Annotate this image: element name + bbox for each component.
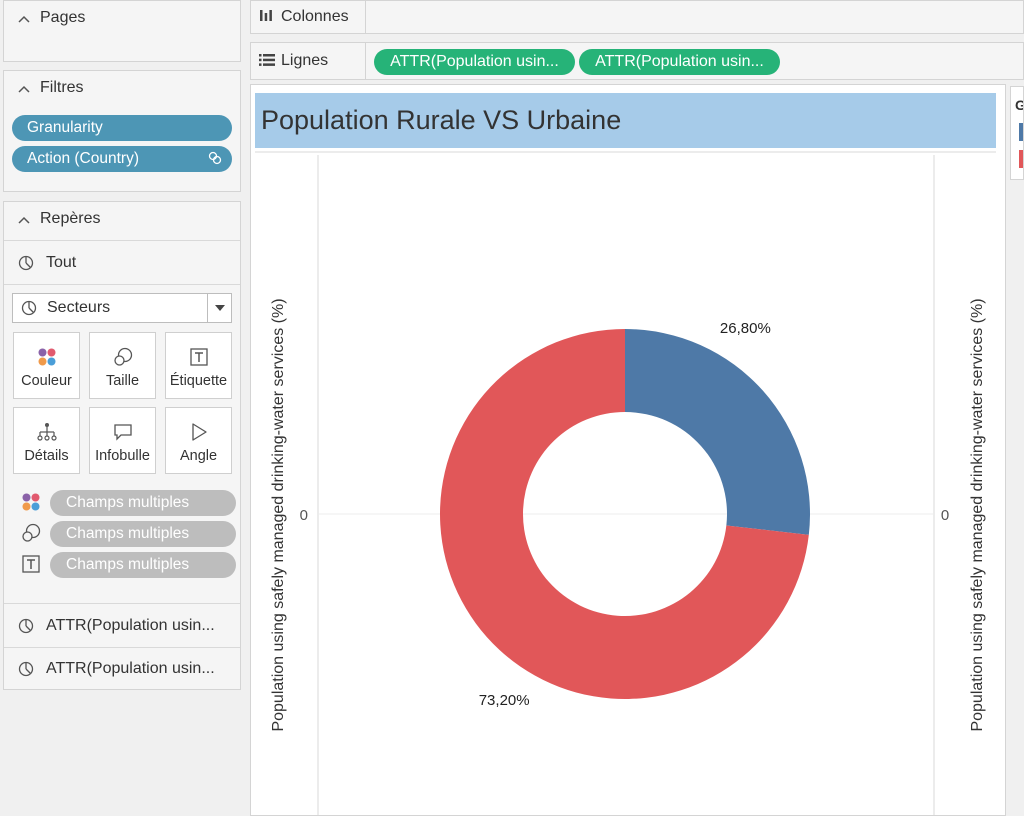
- color-dots-icon: [37, 346, 57, 368]
- color-dots-icon: [20, 491, 42, 513]
- legend-swatch-blue[interactable]: [1019, 123, 1023, 141]
- link-icon: [208, 151, 222, 168]
- label-text-icon: [189, 346, 208, 368]
- pie-icon: [18, 661, 46, 677]
- right-axis-zero: 0: [941, 507, 949, 524]
- row-pill[interactable]: ATTR(Population usin...: [374, 49, 575, 75]
- rows-label: Lignes: [281, 52, 329, 69]
- row-pill-label: ATTR(Population usin...: [595, 53, 764, 70]
- columns-shelf[interactable]: Colonnes: [250, 0, 1024, 34]
- size-button[interactable]: Taille: [89, 332, 156, 399]
- measure-row[interactable]: ATTR(Population usin...: [4, 647, 240, 690]
- color-button[interactable]: Couleur: [13, 332, 80, 399]
- tooltip-button-label: Infobulle: [95, 448, 150, 464]
- slice-label: 73,20%: [479, 692, 530, 709]
- viz-title: Population Rurale VS Urbaine: [261, 105, 622, 135]
- detail-button-label: Détails: [24, 448, 69, 464]
- columns-shelf-label: Colonnes: [251, 1, 366, 33]
- size-circles-icon: [20, 522, 42, 544]
- pie-icon: [18, 255, 46, 271]
- label-field-label: Champs multiples: [66, 556, 190, 573]
- legend-swatch-red[interactable]: [1019, 150, 1023, 168]
- mark-type-dropdown[interactable]: Secteurs: [12, 293, 232, 323]
- pages-card: Pages: [3, 0, 241, 62]
- pie-icon: [21, 300, 47, 316]
- columns-icon: [259, 8, 281, 26]
- color-field-label: Champs multiples: [66, 494, 190, 511]
- size-circles-icon: [113, 346, 133, 368]
- size-field-pill[interactable]: Champs multiples: [50, 521, 236, 547]
- filter-pill-granularity[interactable]: Granularity: [12, 115, 232, 141]
- chevron-up-icon[interactable]: [18, 212, 34, 227]
- left-axis-zero: 0: [300, 507, 308, 524]
- chevron-up-icon[interactable]: [18, 81, 34, 96]
- filters-card: Filtres Granularity Action (Country): [3, 70, 241, 192]
- filter-pill-label: Action (Country): [27, 150, 139, 167]
- detail-tree-icon: [36, 421, 57, 443]
- pie-icon: [18, 618, 46, 634]
- size-field-label: Champs multiples: [66, 525, 190, 542]
- pages-header[interactable]: Pages: [4, 1, 240, 35]
- angle-button-label: Angle: [179, 448, 218, 464]
- marks-title: Repères: [40, 210, 101, 227]
- filter-pill-label: Granularity: [27, 119, 103, 136]
- filter-pill-action-country[interactable]: Action (Country): [12, 146, 232, 172]
- viz-canvas[interactable]: Population Rurale VS Urbaine 0 0 Populat…: [250, 84, 1006, 816]
- tooltip-bubble-icon: [113, 421, 133, 443]
- measure-label: ATTR(Population usin...: [46, 616, 215, 634]
- row-pill-label: ATTR(Population usin...: [390, 53, 559, 70]
- size-button-label: Taille: [105, 373, 140, 389]
- left-axis-label: Population using safely managed drinking…: [270, 298, 287, 731]
- donut-chart: 0 0 Population using safely managed drin…: [255, 151, 996, 815]
- filters-header[interactable]: Filtres: [4, 71, 240, 105]
- measure-label: ATTR(Population usin...: [46, 660, 215, 677]
- color-field-pill[interactable]: Champs multiples: [50, 490, 236, 516]
- legend-title: G: [1015, 97, 1023, 113]
- rows-shelf-label: Lignes: [251, 43, 366, 79]
- columns-label: Colonnes: [281, 8, 349, 25]
- label-button-label: Étiquette: [169, 373, 228, 389]
- label-field-pill[interactable]: Champs multiples: [50, 552, 236, 578]
- viz-title-bar: Population Rurale VS Urbaine: [255, 93, 996, 148]
- measure-row[interactable]: ATTR(Population usin...: [4, 603, 240, 647]
- angle-button[interactable]: Angle: [165, 407, 232, 474]
- marks-all-row[interactable]: Tout: [4, 240, 240, 284]
- caret-down-icon[interactable]: [207, 294, 231, 322]
- chevron-up-icon[interactable]: [18, 11, 34, 26]
- donut-slice[interactable]: [625, 329, 810, 535]
- rows-icon: [259, 53, 281, 70]
- tooltip-button[interactable]: Infobulle: [89, 407, 156, 474]
- slice-label: 26,80%: [720, 320, 771, 337]
- angle-icon: [189, 421, 209, 443]
- marks-card: Repères Tout Secteurs Couleur Taille É: [3, 201, 241, 690]
- rows-shelf[interactable]: Lignes ATTR(Population usin... ATTR(Popu…: [250, 42, 1024, 80]
- right-axis-label: Population using safely managed drinking…: [969, 298, 986, 731]
- legend-panel: G: [1010, 86, 1024, 180]
- label-button[interactable]: Étiquette: [165, 332, 232, 399]
- marks-all-label: Tout: [46, 253, 77, 271]
- color-button-label: Couleur: [21, 373, 72, 389]
- pages-title: Pages: [40, 9, 86, 26]
- detail-button[interactable]: Détails: [13, 407, 80, 474]
- row-pill[interactable]: ATTR(Population usin...: [579, 49, 780, 75]
- filters-title: Filtres: [40, 79, 84, 96]
- divider: [4, 284, 240, 285]
- mark-type-value: Secteurs: [47, 299, 111, 316]
- donut-slice[interactable]: [440, 329, 809, 699]
- label-text-icon: [20, 553, 42, 575]
- marks-header[interactable]: Repères: [4, 202, 240, 236]
